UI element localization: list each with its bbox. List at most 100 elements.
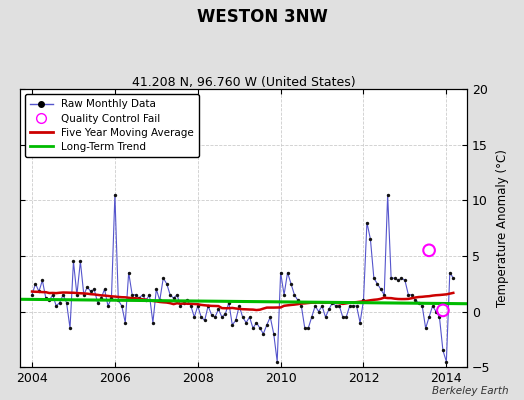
Point: [117, 303, 126, 309]
Point: [135, 295, 143, 301]
Point: [439, 347, 447, 354]
Point: [225, 300, 233, 306]
Point: [325, 306, 333, 312]
Point: [380, 292, 388, 298]
Point: [83, 284, 92, 290]
Point: [384, 192, 392, 198]
Point: [204, 303, 212, 309]
Point: [256, 325, 264, 331]
Point: [228, 322, 236, 328]
Point: [235, 303, 243, 309]
Point: [125, 269, 133, 276]
Y-axis label: Temperature Anomaly (°C): Temperature Anomaly (°C): [496, 149, 509, 307]
Point: [294, 297, 302, 304]
Point: [80, 292, 88, 298]
Point: [245, 314, 254, 320]
Point: [435, 314, 444, 320]
Point: [190, 314, 199, 320]
Point: [221, 310, 230, 317]
Point: [269, 330, 278, 337]
Point: [449, 275, 457, 281]
Point: [287, 280, 295, 287]
Point: [301, 325, 309, 331]
Point: [176, 303, 184, 309]
Point: [183, 297, 192, 304]
Point: [152, 286, 160, 292]
Point: [425, 314, 433, 320]
Point: [180, 300, 188, 306]
Point: [142, 297, 150, 304]
Point: [149, 320, 157, 326]
Point: [73, 292, 81, 298]
Point: [429, 303, 437, 309]
Point: [373, 280, 381, 287]
Point: [104, 303, 112, 309]
Title: 41.208 N, 96.760 W (United States): 41.208 N, 96.760 W (United States): [132, 76, 355, 89]
Point: [290, 292, 299, 298]
Point: [266, 314, 275, 320]
Point: [145, 292, 154, 298]
Point: [283, 269, 292, 276]
Point: [28, 292, 36, 298]
Point: [111, 192, 119, 198]
Point: [408, 292, 416, 298]
Point: [208, 312, 216, 318]
Point: [359, 297, 368, 304]
Point: [52, 303, 60, 309]
Point: [201, 317, 209, 324]
Point: [273, 358, 281, 365]
Point: [397, 275, 406, 281]
Point: [45, 297, 53, 304]
Point: [377, 286, 385, 292]
Point: [332, 303, 340, 309]
Point: [387, 275, 395, 281]
Point: [35, 288, 43, 295]
Point: [339, 314, 347, 320]
Point: [69, 258, 78, 265]
Point: [414, 300, 423, 306]
Point: [342, 314, 351, 320]
Point: [394, 277, 402, 284]
Point: [31, 280, 40, 287]
Point: [439, 307, 447, 314]
Point: [238, 314, 247, 320]
Point: [421, 325, 430, 331]
Point: [86, 288, 95, 295]
Point: [138, 292, 147, 298]
Point: [390, 275, 399, 281]
Point: [308, 314, 316, 320]
Text: Berkeley Earth: Berkeley Earth: [432, 386, 508, 396]
Point: [304, 325, 312, 331]
Point: [277, 269, 285, 276]
Point: [352, 303, 361, 309]
Point: [59, 292, 67, 298]
Point: [93, 300, 102, 306]
Point: [311, 303, 319, 309]
Point: [107, 295, 116, 301]
Point: [166, 292, 174, 298]
Point: [66, 325, 74, 331]
Point: [363, 219, 371, 226]
Point: [335, 303, 344, 309]
Point: [259, 330, 268, 337]
Point: [211, 314, 219, 320]
Point: [345, 303, 354, 309]
Point: [232, 317, 240, 324]
Point: [156, 297, 164, 304]
Point: [411, 297, 420, 304]
Point: [193, 303, 202, 309]
Point: [249, 325, 257, 331]
Point: [263, 322, 271, 328]
Point: [321, 314, 330, 320]
Point: [401, 277, 409, 284]
Point: [114, 297, 123, 304]
Point: [404, 292, 412, 298]
Point: [173, 292, 181, 298]
Point: [197, 314, 205, 320]
Point: [432, 308, 440, 315]
Point: [369, 275, 378, 281]
Point: [100, 286, 108, 292]
Point: [62, 300, 71, 306]
Point: [76, 258, 84, 265]
Legend: Raw Monthly Data, Quality Control Fail, Five Year Moving Average, Long-Term Tren: Raw Monthly Data, Quality Control Fail, …: [25, 94, 199, 157]
